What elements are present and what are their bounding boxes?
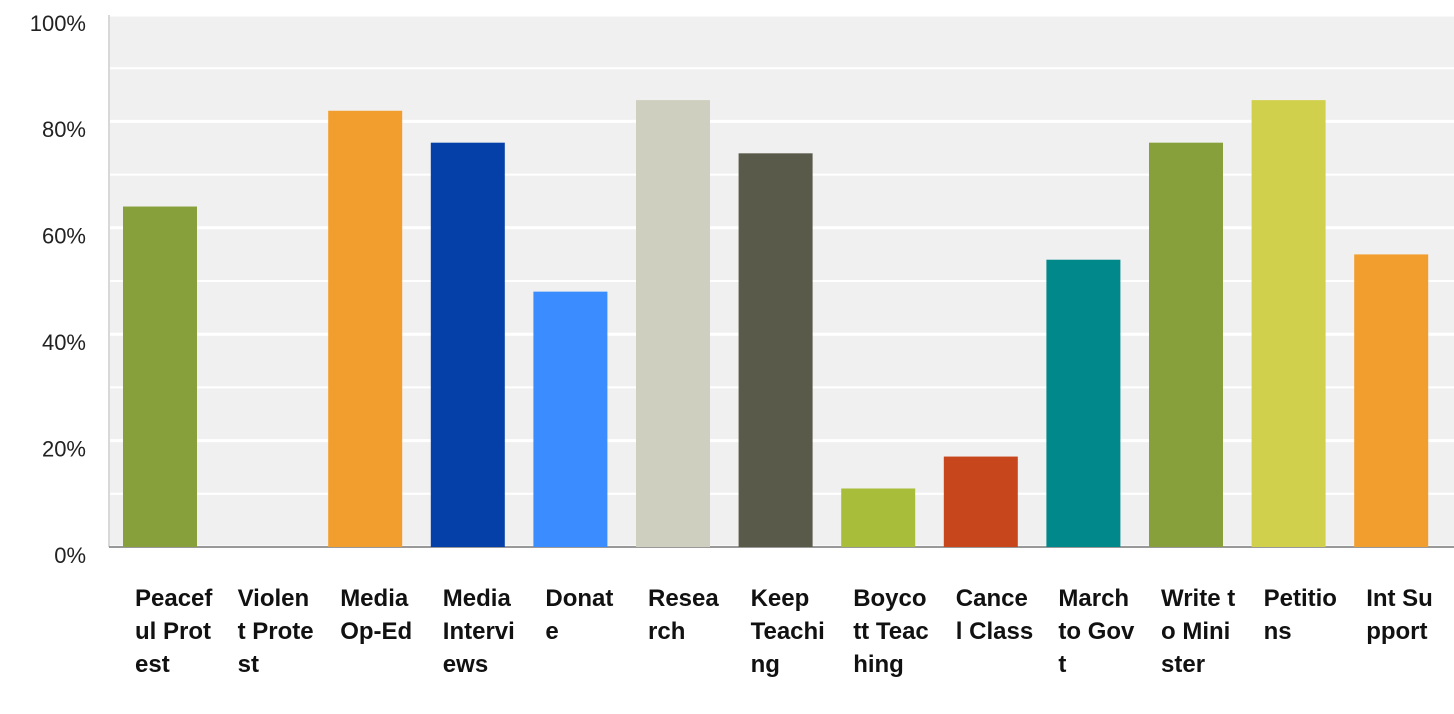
- x-tick-label: Media Interviews: [442, 585, 515, 678]
- bar: [1149, 142, 1223, 547]
- bar: [1251, 100, 1326, 548]
- y-tick-label: 20%: [42, 436, 86, 461]
- x-tick-label: March to Govt: [1058, 585, 1135, 678]
- bar: [123, 206, 197, 547]
- bar: [1354, 254, 1429, 547]
- x-tick-label: Keep Teaching: [750, 585, 825, 678]
- x-tick-label: Petitions: [1263, 585, 1337, 645]
- x-tick-label: Int Support: [1366, 585, 1433, 645]
- bar: [738, 153, 813, 547]
- bar: [841, 488, 916, 547]
- x-tick-label: Research: [648, 585, 719, 645]
- bar: [533, 291, 608, 547]
- bar: [430, 142, 505, 547]
- y-tick-label: 40%: [42, 330, 86, 355]
- x-tick-label: Peaceful Protest: [135, 585, 213, 678]
- bar: [943, 456, 1018, 547]
- y-tick-label: 100%: [30, 11, 86, 36]
- bar: [636, 100, 710, 548]
- x-tick-label: Write to Minister: [1161, 585, 1236, 678]
- y-tick-label: 0%: [54, 543, 86, 568]
- x-tick-label: Boycott Teaching: [853, 585, 929, 678]
- x-tick-label: Cancel Class: [955, 585, 1034, 645]
- y-tick-label: 60%: [42, 224, 86, 249]
- x-tick-label: Violent Protest: [237, 585, 314, 678]
- x-tick-label: Donate: [545, 585, 614, 645]
- bar: [1046, 259, 1121, 547]
- bar: [328, 110, 403, 547]
- x-tick-label: Media Op-Ed: [340, 585, 413, 645]
- y-tick-label: 80%: [42, 117, 86, 142]
